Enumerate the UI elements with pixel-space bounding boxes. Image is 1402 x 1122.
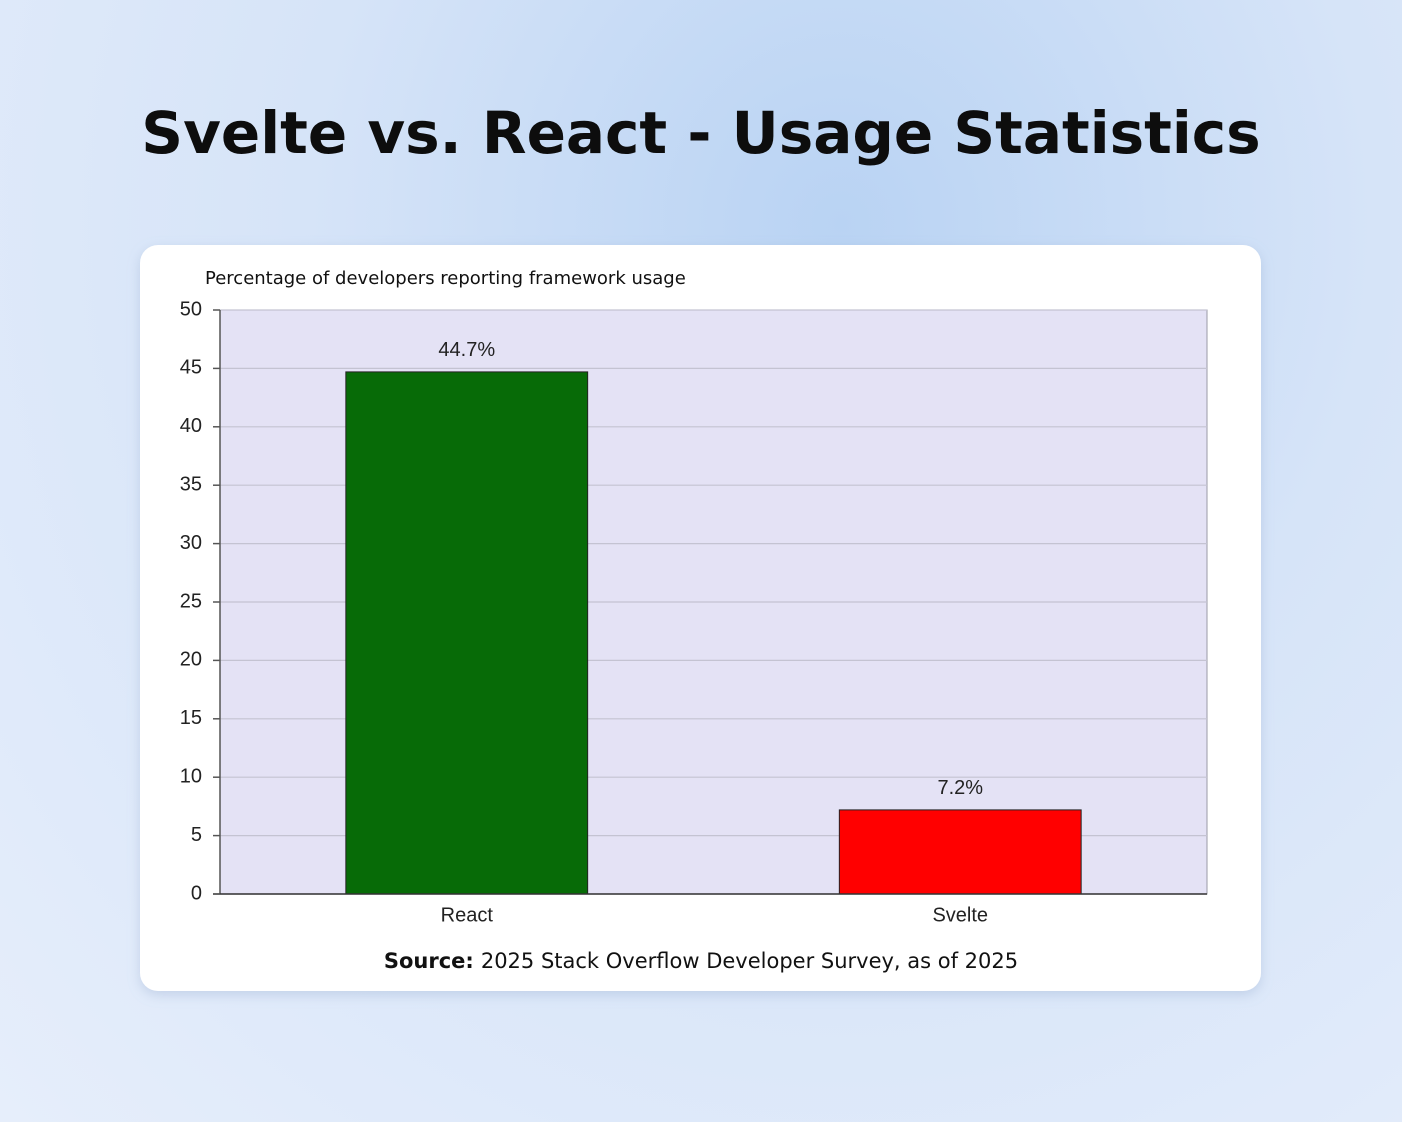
chart-title: Svelte vs. React - Usage Statistics	[141, 99, 1260, 167]
x-tick-label: React	[441, 904, 494, 926]
y-axis-label: Percentage of developers reporting frame…	[205, 268, 686, 289]
y-tick-label: 10	[180, 765, 202, 787]
y-tick-label: 45	[180, 357, 202, 379]
x-tick-label: Svelte	[932, 904, 988, 926]
y-tick-label: 40	[180, 415, 202, 437]
y-tick-label: 50	[180, 298, 202, 320]
value-label: 7.2%	[937, 777, 983, 799]
bar	[838, 809, 1082, 895]
y-tick-label: 0	[191, 882, 202, 904]
source-note: Source: 2025 Stack Overflow Developer Sur…	[384, 949, 1018, 973]
y-tick-label: 35	[180, 473, 202, 495]
y-tick-label: 25	[180, 590, 202, 612]
y-tick-label: 15	[180, 707, 202, 729]
source-text: 2025 Stack Overflow Developer Survey, as…	[481, 949, 1018, 973]
bar	[345, 371, 589, 895]
source-label: Source:	[384, 949, 474, 973]
y-tick-label: 5	[191, 824, 202, 846]
y-tick-label: 30	[180, 532, 202, 554]
y-tick-label: 20	[180, 649, 202, 671]
value-label: 44.7%	[438, 339, 495, 361]
